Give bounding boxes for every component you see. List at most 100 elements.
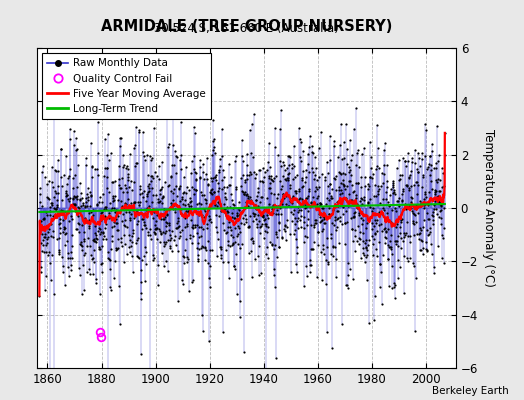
Point	[425, 229, 434, 235]
Point	[214, 200, 223, 206]
Point	[333, 215, 342, 222]
Point	[77, 190, 85, 196]
Point	[234, 198, 243, 205]
Point	[362, 236, 370, 243]
Point	[362, 254, 370, 260]
Point	[59, 268, 68, 275]
Point	[43, 181, 51, 188]
Point	[202, 200, 210, 206]
Point	[147, 178, 155, 184]
Point	[202, 170, 210, 177]
Point	[316, 202, 324, 208]
Point	[149, 252, 158, 258]
Point	[121, 182, 129, 188]
Point	[395, 194, 403, 201]
Point	[206, 175, 215, 181]
Point	[431, 187, 439, 194]
Point	[161, 179, 169, 185]
Point	[210, 144, 219, 150]
Point	[388, 207, 396, 214]
Point	[323, 158, 331, 165]
Point	[365, 237, 373, 243]
Legend: Raw Monthly Data, Quality Control Fail, Five Year Moving Average, Long-Term Tren: Raw Monthly Data, Quality Control Fail, …	[42, 53, 211, 119]
Point	[57, 146, 66, 152]
Point	[75, 205, 83, 211]
Point	[430, 270, 438, 276]
Point	[248, 274, 256, 280]
Point	[361, 259, 369, 265]
Point	[411, 160, 420, 166]
Point	[103, 165, 112, 171]
Point	[167, 188, 176, 194]
Point	[352, 192, 360, 198]
Point	[111, 178, 119, 185]
Point	[199, 226, 207, 232]
Point	[303, 234, 312, 241]
Point	[276, 178, 284, 184]
Point	[40, 214, 48, 221]
Point	[376, 261, 384, 267]
Point	[83, 243, 91, 250]
Point	[398, 172, 407, 178]
Point	[193, 222, 201, 228]
Point	[363, 246, 371, 253]
Point	[95, 244, 103, 250]
Point	[247, 197, 255, 204]
Point	[170, 237, 179, 243]
Point	[400, 234, 409, 240]
Point	[50, 378, 59, 384]
Point	[342, 146, 351, 152]
Point	[424, 202, 432, 208]
Point	[45, 196, 53, 202]
Point	[229, 241, 237, 247]
Point	[170, 201, 178, 208]
Point	[278, 234, 286, 241]
Point	[433, 158, 442, 164]
Point	[92, 234, 101, 241]
Point	[289, 176, 297, 182]
Point	[39, 216, 48, 222]
Point	[254, 212, 262, 218]
Point	[384, 242, 392, 248]
Point	[440, 183, 449, 189]
Point	[274, 203, 282, 209]
Point	[307, 246, 315, 252]
Point	[329, 243, 337, 250]
Point	[82, 162, 91, 168]
Point	[361, 173, 369, 180]
Point	[256, 167, 264, 173]
Point	[118, 203, 126, 209]
Point	[107, 150, 115, 156]
Point	[374, 190, 382, 197]
Point	[136, 186, 145, 192]
Point	[428, 140, 436, 147]
Point	[400, 230, 408, 236]
Point	[96, 226, 104, 232]
Point	[392, 221, 401, 227]
Point	[410, 181, 418, 188]
Point	[365, 182, 374, 189]
Point	[139, 129, 147, 135]
Point	[90, 238, 99, 244]
Point	[244, 203, 252, 209]
Point	[432, 160, 440, 166]
Point	[86, 243, 94, 249]
Point	[71, 194, 80, 200]
Point	[305, 168, 313, 175]
Point	[252, 206, 260, 213]
Point	[233, 212, 242, 218]
Point	[195, 224, 203, 231]
Point	[220, 201, 228, 208]
Point	[179, 174, 188, 180]
Point	[392, 238, 401, 244]
Point	[112, 247, 120, 254]
Point	[173, 218, 182, 225]
Point	[69, 196, 78, 202]
Point	[94, 228, 102, 235]
Text: Berkeley Earth: Berkeley Earth	[432, 386, 508, 396]
Point	[255, 243, 263, 250]
Point	[53, 197, 62, 203]
Point	[328, 195, 336, 201]
Point	[113, 220, 121, 226]
Point	[143, 190, 151, 197]
